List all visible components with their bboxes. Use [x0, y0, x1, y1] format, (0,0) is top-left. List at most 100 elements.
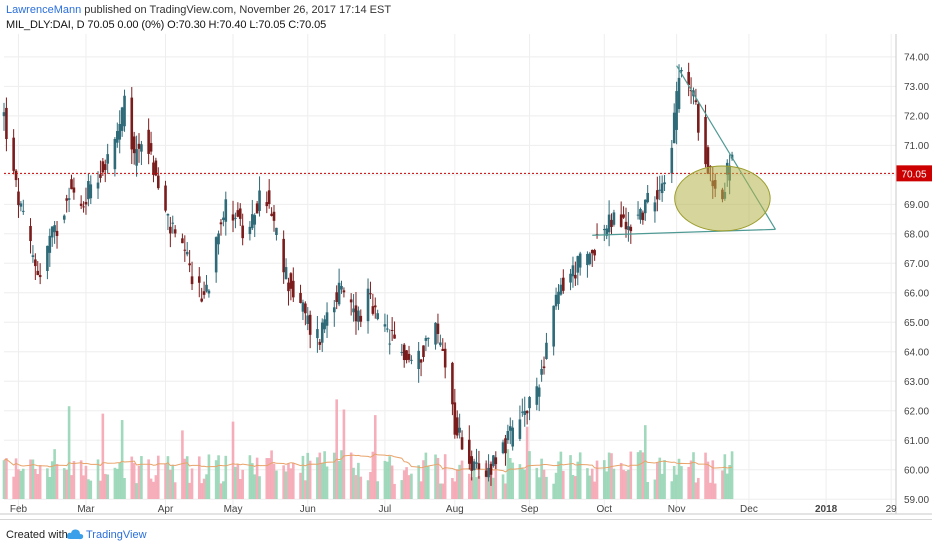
candle-body	[120, 107, 124, 131]
volume-bar	[217, 455, 220, 499]
candle-body	[540, 368, 543, 375]
volume-bar	[50, 461, 54, 499]
tradingview-link[interactable]: TradingView	[86, 529, 147, 541]
volume-bar	[113, 467, 117, 499]
volume-bar	[332, 452, 336, 499]
time-axis[interactable]: Feb Mar Apr May Jun Jul Aug Sep Oct Nov Dec 2018 29	[0, 504, 932, 515]
price-tick-label: 63.00	[904, 377, 929, 388]
candle-body	[335, 292, 338, 302]
volume-bar	[82, 475, 85, 499]
candle-body	[400, 351, 404, 353]
volume-bar	[34, 468, 37, 499]
volume-bar	[79, 460, 83, 499]
volume-bar	[675, 474, 678, 499]
candle-body	[602, 229, 606, 231]
volume-bar	[318, 452, 322, 499]
volume-bar	[422, 460, 425, 499]
candle-body	[460, 437, 464, 450]
volume-bar	[241, 469, 244, 499]
candle-body	[562, 277, 565, 291]
volume-bar	[87, 479, 90, 499]
candle-body	[325, 312, 329, 326]
candle-body	[484, 470, 488, 477]
grid-lines	[4, 34, 896, 514]
volume-bar	[14, 458, 18, 499]
candle-body	[376, 313, 379, 320]
candle-body	[181, 238, 184, 244]
volume-bar	[135, 483, 138, 499]
volume-bar	[181, 430, 184, 499]
volume-bar	[518, 464, 522, 499]
volume-bar	[12, 476, 15, 499]
volume-bar	[70, 475, 73, 499]
candle-body	[612, 212, 616, 225]
candle-body	[255, 203, 259, 214]
candle-body	[366, 288, 370, 322]
volume-bar	[255, 457, 259, 499]
candle-body	[475, 462, 478, 464]
candle-body	[70, 179, 73, 190]
volume-bar	[458, 464, 461, 499]
candle-body	[342, 290, 346, 293]
volume-bar	[511, 462, 514, 499]
volume-bar	[528, 451, 531, 499]
volume-bar	[99, 480, 102, 499]
candle-body	[571, 265, 575, 277]
candle-body	[171, 222, 175, 224]
volume-bar	[460, 460, 464, 499]
price-axis[interactable]: 70.05 74.00 73.00 72.00 71.00 69.00 68.00 67.00…	[895, 34, 932, 514]
volume-bar	[656, 462, 659, 499]
highlight-ellipse	[674, 165, 771, 232]
candle-body	[38, 275, 42, 278]
candle-body	[185, 251, 189, 255]
volume-bar	[643, 425, 647, 499]
volume-bar	[289, 468, 293, 499]
volume-bar	[123, 477, 126, 499]
candle-body	[147, 129, 150, 154]
candle-body	[67, 198, 71, 200]
candle-body	[402, 344, 406, 361]
price-chart[interactable]: 70.05 74.00 73.00 72.00 71.00 69.00 68.00 67.00…	[0, 34, 932, 519]
volume-bar	[419, 481, 423, 499]
candle-body	[424, 338, 428, 341]
candle-body	[318, 341, 322, 345]
volume-bar	[506, 449, 510, 499]
volume-bar	[586, 468, 589, 499]
volume-bar	[725, 473, 729, 499]
volume-bar	[53, 449, 56, 499]
volume-bar	[574, 476, 577, 499]
volume-bar	[636, 452, 640, 499]
volume-bar	[173, 482, 177, 499]
price-tick-label: 69.00	[904, 200, 929, 211]
volume-bar	[284, 471, 288, 499]
candle-body	[214, 237, 218, 273]
candle-body	[188, 263, 191, 266]
candle-body	[291, 280, 295, 298]
volume-bar	[67, 406, 71, 499]
volume-bar	[304, 480, 307, 499]
volume-bar	[607, 452, 611, 499]
candle-body	[241, 225, 244, 239]
price-tick-label: 64.00	[904, 347, 929, 358]
volume-bar	[5, 458, 8, 499]
volume-bar	[521, 467, 524, 499]
candle-body	[31, 255, 35, 257]
candle-body	[557, 291, 560, 304]
author-link[interactable]: LawrenceMann	[6, 4, 82, 16]
volume-bar	[434, 454, 437, 499]
candle-body	[545, 342, 548, 359]
volume-bar	[342, 409, 346, 499]
volume-bar	[219, 483, 223, 499]
volume-bar	[207, 454, 211, 499]
publish-text: published on TradingView.com, November 2…	[81, 4, 392, 16]
candle-body	[183, 249, 187, 251]
candle-body	[607, 214, 611, 233]
candle-body	[248, 226, 252, 235]
candle-body	[373, 305, 377, 308]
volume-bar	[197, 456, 201, 499]
candle-body	[477, 463, 481, 470]
candle-body	[610, 219, 613, 227]
volume-bar	[149, 478, 153, 499]
candle-body	[417, 350, 420, 370]
candle-body	[265, 202, 269, 207]
